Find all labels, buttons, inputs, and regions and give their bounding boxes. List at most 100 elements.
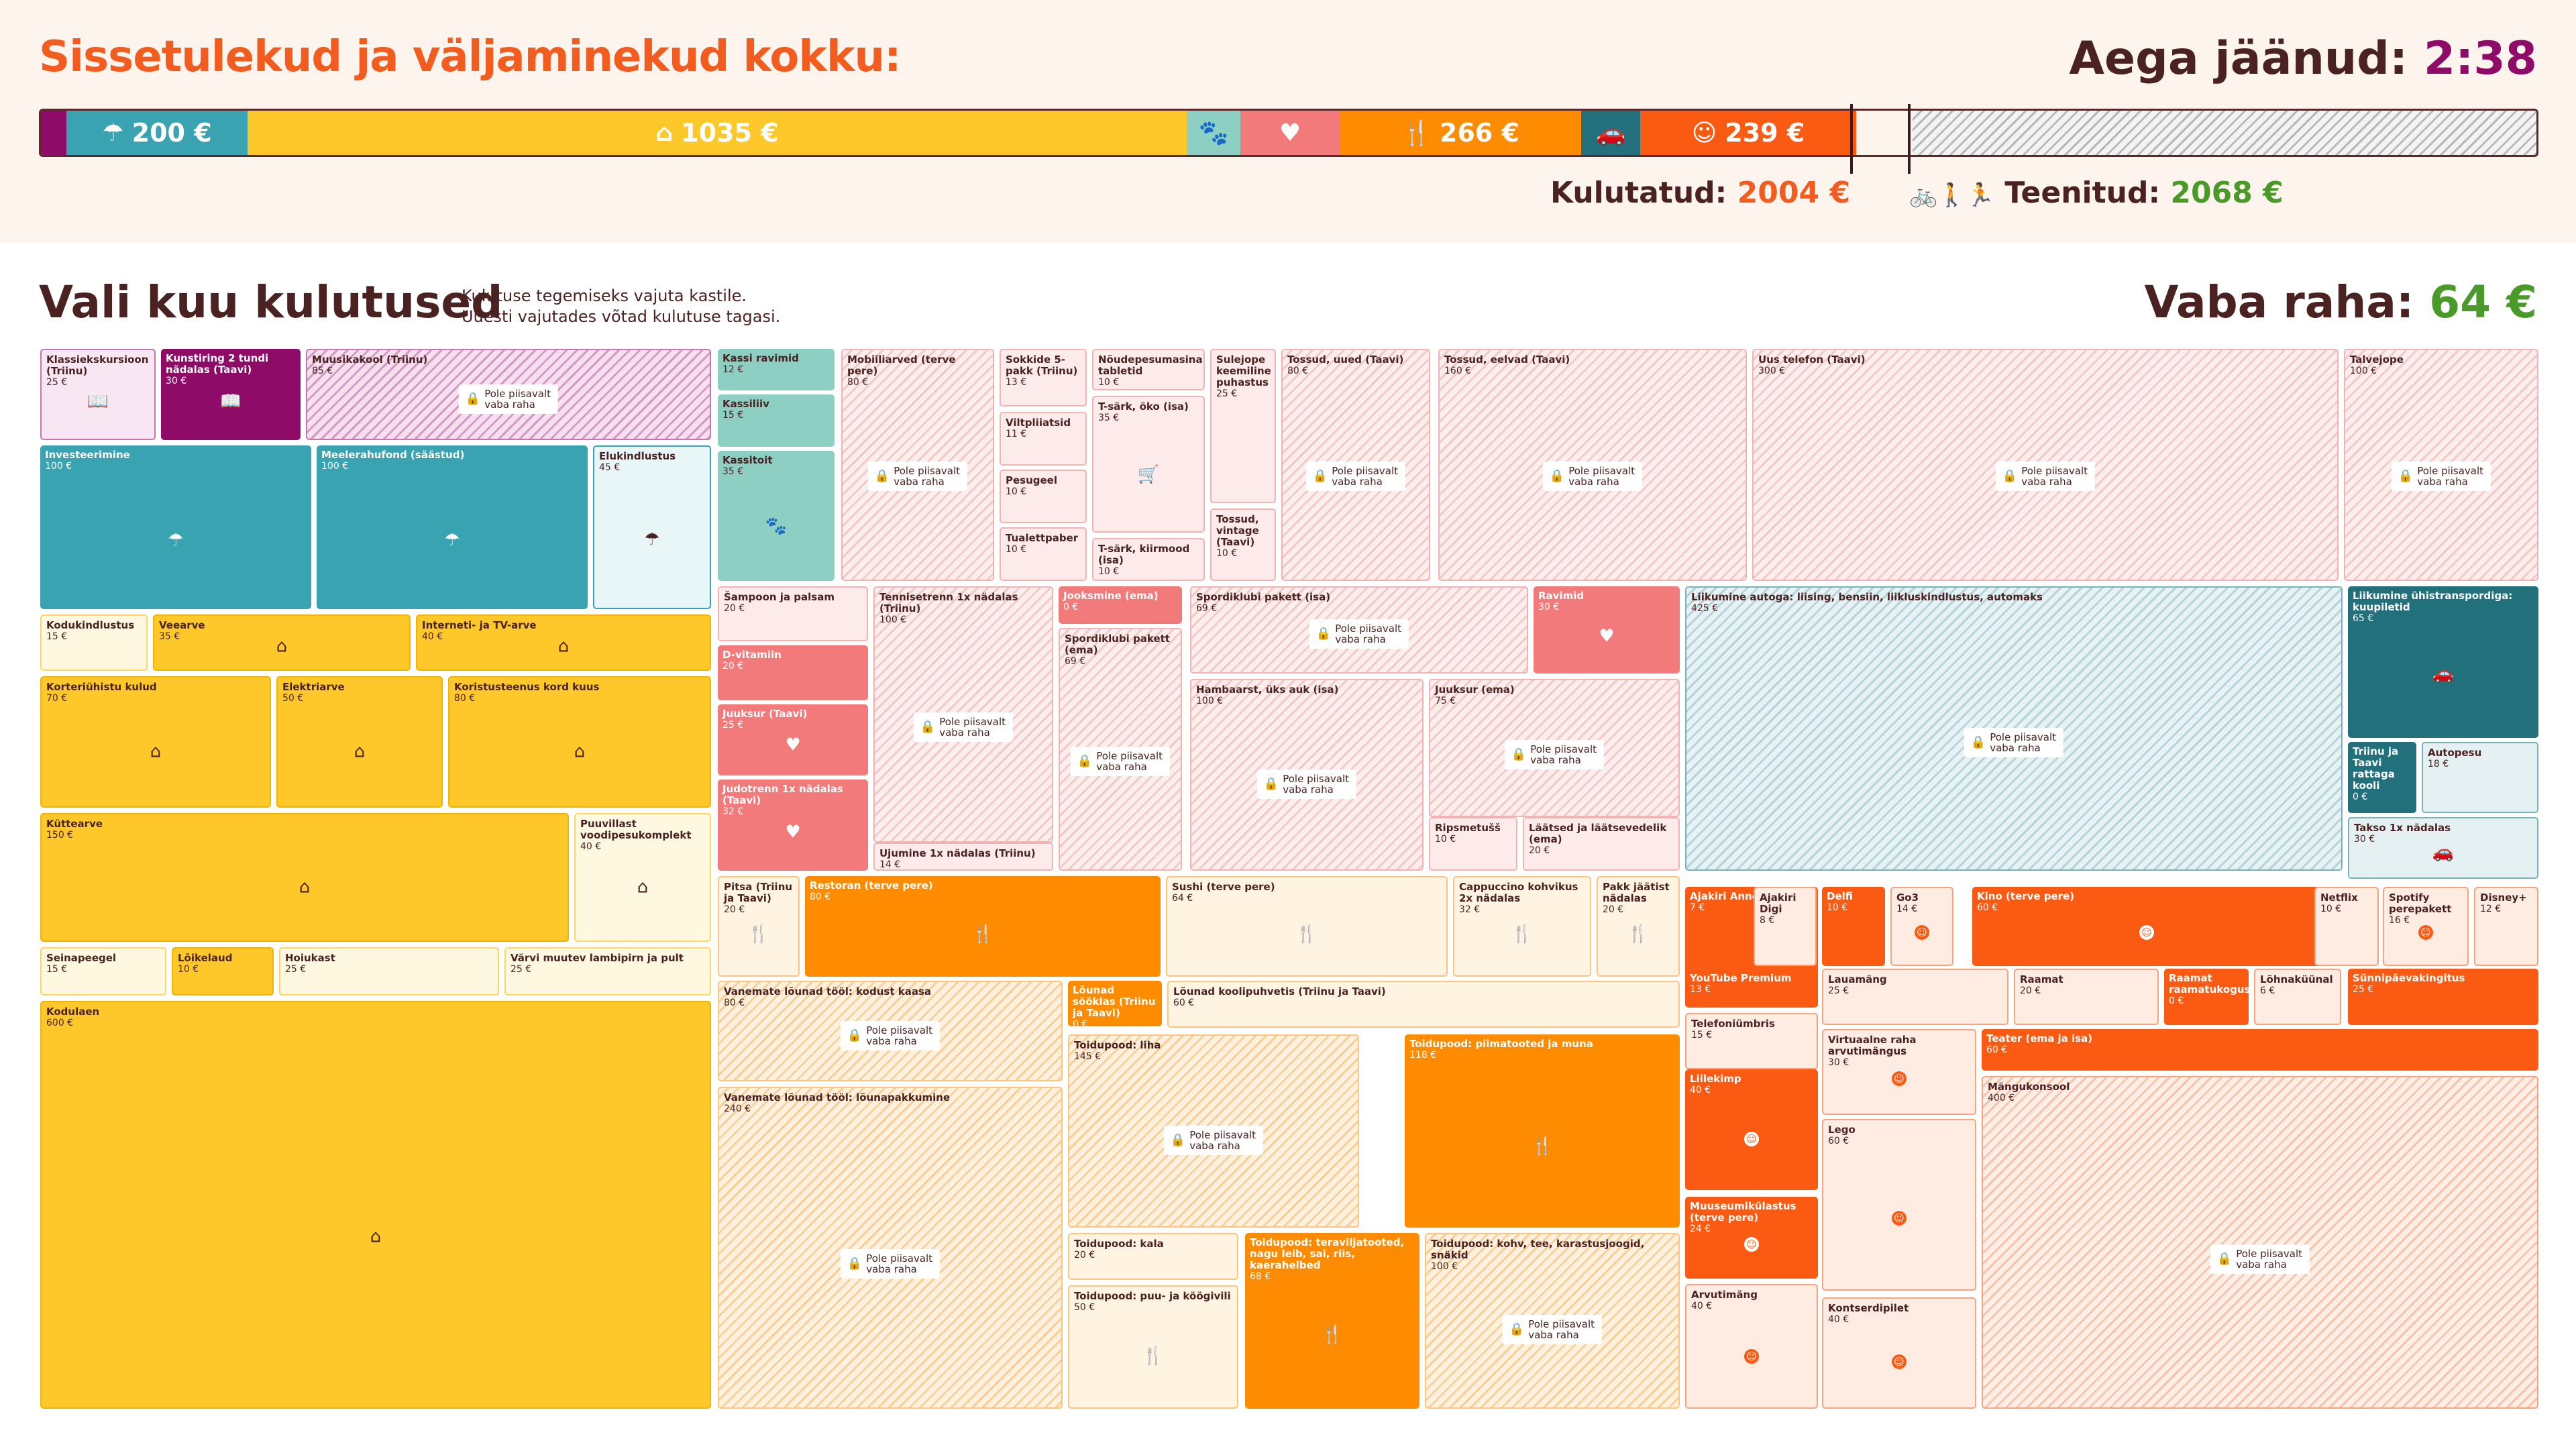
expense-tile[interactable]: Cappuccino kohvikus 2x nädalas 32 € 🍴 (1453, 876, 1591, 977)
expense-tile[interactable]: Hambaarst, üks auk (isa) 100 € 🔒 Pole piisa… (1190, 679, 1424, 871)
expense-tile[interactable]: Tossud, eelvad (Taavi) 160 € 🔒 Pole piisava… (1438, 349, 1747, 581)
expense-tile[interactable]: Arvutimäng 40 € ☺ (1685, 1284, 1818, 1409)
expense-tile[interactable]: Restoran (terve pere) 80 € 🍴 (805, 876, 1161, 977)
expense-tile[interactable]: Toidupood: piimatooted ja muna 118 € 🍴 (1405, 1034, 1680, 1228)
expense-tile[interactable]: Jooksmine (ema) 0 € (1059, 586, 1182, 624)
expense-tile[interactable]: Spordiklubi pakett (ema) 69 € 🔒 Pole piisav… (1059, 628, 1182, 871)
expense-tile[interactable]: Teater (ema ja isa) 60 € (1982, 1029, 2538, 1071)
expense-tile[interactable]: Sushi (terve pere) 64 € 🍴 (1166, 876, 1448, 977)
expense-tile[interactable]: Disney+ 12 € (2474, 887, 2538, 966)
expense-name: Teater (ema ja isa) (1986, 1032, 2093, 1044)
expense-tile[interactable]: Autopesu 18 € (2422, 742, 2538, 813)
expense-tile[interactable]: Lego 60 € ☺ (1822, 1119, 1976, 1291)
expense-tile[interactable]: Pitsa (Triinu ja Taavi) 20 € 🍴 (718, 876, 800, 977)
expense-tile[interactable]: D-vitamiin 20 € (718, 645, 868, 700)
expense-tile[interactable]: Tossud, vintage (Taavi) 10 € (1210, 508, 1276, 581)
expense-tile[interactable]: Vanemate lõunad tööl: lõunapakkumine 240 … (718, 1087, 1063, 1409)
expense-tile[interactable]: Lauamäng 25 € (1822, 969, 2008, 1025)
expense-tile[interactable]: Lõikelaud 10 € (172, 947, 274, 996)
expense-tile[interactable]: Toidupood: kohv, tee, karastusjoogid, sn… (1425, 1233, 1680, 1409)
expense-tile[interactable]: Koristusteenus kord kuus 80 € ⌂ (448, 676, 711, 808)
expense-tile[interactable]: Seinapeegel 15 € (40, 947, 166, 996)
expense-tile[interactable]: Mobiiliarved (terve pere) 80 € 🔒 Pole piisa… (841, 349, 994, 581)
expense-tile[interactable]: T-särk, öko (isa) 35 € 🛒 (1092, 396, 1205, 533)
expense-tile[interactable]: Triinu ja Taavi rattaga kooli 0 € (2348, 742, 2416, 813)
expense-tile[interactable]: Nõudepesumasina tabletid 10 € (1092, 349, 1205, 390)
expense-tile[interactable]: Virtuaalne raha arvutimängus 30 € ☺ (1822, 1029, 1976, 1115)
expense-price: 60 € (1828, 1136, 1849, 1146)
expense-tile[interactable]: Toidupood: kala 20 € (1068, 1233, 1238, 1280)
expense-tile[interactable]: Investeerimine 100 € ☂ (40, 445, 311, 609)
category-icon: 🚗 (2432, 842, 2455, 863)
expense-tile[interactable]: Tossud, uued (Taavi) 80 € 🔒 Pole piisavalt … (1281, 349, 1430, 581)
expense-tile[interactable]: Delfi 10 € (1822, 887, 1885, 966)
expense-tile[interactable]: Mängukonsool 400 € 🔒 Pole piisavalt vaba ra… (1982, 1076, 2538, 1409)
expense-tile[interactable]: Veearve 35 € ⌂ (153, 614, 411, 671)
expense-tile[interactable]: Korteriühistu kulud 70 € ⌂ (40, 676, 271, 808)
expense-tile[interactable]: YouTube Premium 13 € (1685, 969, 1818, 1008)
expense-name: Toidupood: liha (1074, 1039, 1161, 1051)
insufficient-funds-badge: 🔒 Pole piisavalt vaba raha (1305, 462, 1406, 492)
expense-tile[interactable]: Lõunad koolipuhvetis (Triinu ja Taavi) 60… (1167, 981, 1680, 1028)
budget-remaining (1913, 111, 2536, 155)
expense-tile[interactable]: Judotrenn 1x nädalas (Taavi) 32 € ♥ (718, 780, 868, 871)
expense-tile[interactable]: Läätsed ja läätsevedelik (ema) 20 € (1523, 817, 1680, 871)
earned-label: Teenitud: (2004, 176, 2161, 210)
expense-tile[interactable]: Interneti- ja TV-arve 40 € ⌂ (416, 614, 711, 671)
expense-tile[interactable]: Kassiliiv 15 € (718, 394, 835, 447)
expense-tile[interactable]: Vanemate lõunad tööl: kodust kaasa 80 € 🔒 P… (718, 981, 1063, 1081)
expense-tile[interactable]: Tualettpaber 10 € (1000, 527, 1087, 581)
expense-tile[interactable]: Kino (terve pere) 60 € ☺ (1972, 887, 2321, 966)
expense-tile[interactable]: Viltpliiatsid 11 € (1000, 412, 1087, 466)
expense-tile[interactable]: Takso 1x nädalas 30 € 🚗 (2348, 817, 2538, 879)
expense-tile[interactable]: Ripsmetušš 10 € (1429, 817, 1517, 871)
expense-tile[interactable]: Liikumine ühistranspordiga: kuupiletid 65… (2348, 586, 2538, 738)
expense-tile[interactable]: Go3 14 € ☺ (1890, 887, 1953, 966)
expense-tile[interactable]: Talvejope 100 € 🔒 Pole piisavalt vaba raha (2344, 349, 2538, 581)
expense-tile[interactable]: Ajakiri Digi 8 € (1754, 887, 1817, 966)
expense-tile[interactable]: Meelerahufond (säästud) 100 € ☂ (317, 445, 588, 609)
expense-tile[interactable]: Sokkide 5-pakk (Triinu) 13 € (1000, 349, 1087, 407)
expense-tile[interactable]: Muuseumikülastus (terve pere) 24 € ☺ (1685, 1197, 1818, 1279)
expense-tile[interactable]: Kodulaen 600 € ⌂ (40, 1001, 711, 1409)
expense-tile[interactable]: Juuksur (ema) 75 € 🔒 Pole piisavalt vaba ra… (1429, 679, 1680, 817)
expense-tile[interactable]: Sulejope keemiline puhastus 25 € (1210, 349, 1276, 503)
expense-tile[interactable]: Liilekimp 40 € ☺ (1685, 1069, 1818, 1190)
expense-tile[interactable]: Raamat raamatukogust 0 € (2164, 969, 2249, 1025)
expense-tile[interactable]: Elektriarve 50 € ⌂ (276, 676, 443, 808)
expense-tile[interactable]: Juuksur (Taavi) 25 € ♥ (718, 704, 868, 775)
expense-tile[interactable]: Tennisetrenn 1x nädalas (Triinu) 100 € 🔒 Po… (873, 586, 1053, 843)
expense-tile[interactable]: Šampoon ja palsam 20 € (718, 586, 868, 641)
expense-tile[interactable]: Spordiklubi pakett (isa) 69 € 🔒 Pole piisav… (1190, 586, 1528, 674)
expense-tile[interactable]: Kodukindlustus 15 € (40, 614, 148, 671)
expense-tile[interactable]: Kontserdipilet 40 € ☺ (1822, 1297, 1976, 1409)
expense-tile[interactable]: Hoiukast 25 € (279, 947, 499, 996)
expense-tile[interactable]: Lõhnaküünal 6 € (2254, 969, 2341, 1025)
expense-tile[interactable]: Kassitoit 35 € 🐾 (718, 451, 835, 581)
expense-tile[interactable]: T-särk, kiirmood (isa) 10 € (1092, 538, 1205, 581)
expense-tile[interactable]: Uus telefon (Taavi) 300 € 🔒 Pole piisavalt … (1752, 349, 2339, 581)
expense-tile[interactable]: Lõunad sööklas (Triinu ja Taavi) 0 € (1068, 981, 1162, 1026)
expense-tile[interactable]: Kunstiring 2 tundi nädalas (Taavi) 30 € 📖 (161, 349, 301, 440)
expense-tile[interactable]: Liikumine autoga: liising, bensiin, liik… (1685, 586, 2343, 871)
expense-tile[interactable]: Kassi ravimid 12 € (718, 349, 835, 390)
expense-tile[interactable]: Elukindlustus 45 € ☂ (593, 445, 711, 609)
expense-tile[interactable]: Toidupood: puu- ja köögivili 50 € 🍴 (1068, 1285, 1238, 1409)
expense-tile[interactable]: Värvi muutev lambipirn ja pult 25 € (504, 947, 711, 996)
expense-tile[interactable]: Puuvillast voodipesukomplekt 40 € ⌂ (574, 813, 711, 942)
expense-tile[interactable]: Pesugeel 10 € (1000, 470, 1087, 523)
expense-tile[interactable]: Telefoniümbris 15 € (1685, 1013, 1818, 1069)
expense-tile[interactable]: Sünnipäevakingitus 25 € (2348, 969, 2538, 1025)
expense-tile[interactable]: Netflix 10 € (2314, 887, 2379, 966)
expense-tile[interactable]: Pakk jäätist nädalas 20 € 🍴 (1597, 876, 1680, 977)
expense-tile[interactable]: Toidupood: liha 145 € 🔒 Pole piisavalt vaba… (1068, 1034, 1359, 1228)
expense-tile[interactable]: Raamat 20 € (2014, 969, 2159, 1025)
expense-tile[interactable]: Küttearve 150 € ⌂ (40, 813, 569, 942)
expense-tile[interactable]: Ravimid 30 € ♥ (1534, 586, 1680, 674)
expense-tile[interactable]: Ujumine 1x nädalas (Triinu) 14 € (873, 843, 1053, 871)
expense-tile[interactable]: Klassiekskursioon (Triinu) 25 € 📖 (40, 349, 156, 440)
expense-price: 15 € (46, 964, 68, 975)
expense-tile[interactable]: Toidupood: teraviljatooted, nagu leib, s… (1245, 1233, 1419, 1409)
expense-tile[interactable]: Muusikakool (Triinu) 85 € 🔒 Pole piisavalt … (306, 349, 711, 440)
expense-tile[interactable]: Spotify perepakett 16 € ☺ (2383, 887, 2469, 966)
